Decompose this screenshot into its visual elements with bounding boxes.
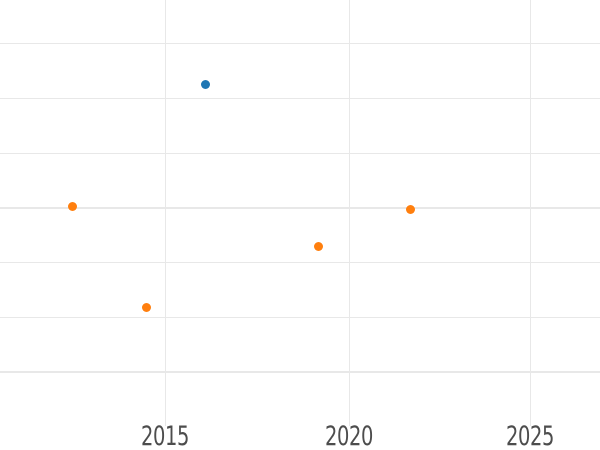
horizontal-gridline-2 <box>0 152 600 154</box>
horizontal-gridline-1 <box>0 97 600 100</box>
horizontal-gridline-0 <box>0 43 600 45</box>
x-tick-label-2025: 2025 <box>505 421 554 450</box>
data-point-series-orange <box>406 205 416 214</box>
data-point-series-orange <box>313 242 323 251</box>
vertical-gridline-2 <box>529 0 531 426</box>
horizontal-gridline-6 <box>0 371 600 373</box>
data-point-series-blue <box>200 79 210 89</box>
x-tick-label-2020: 2020 <box>324 421 373 450</box>
vertical-gridline-1 <box>348 0 350 426</box>
vertical-gridline-0 <box>165 0 167 426</box>
data-point-series-orange <box>68 201 78 211</box>
horizontal-gridline-3 <box>0 207 600 209</box>
data-point-series-orange <box>142 303 152 312</box>
x-tick-label-2015: 2015 <box>140 421 190 450</box>
horizontal-gridline-4 <box>0 261 600 264</box>
horizontal-gridline-5 <box>0 316 600 318</box>
